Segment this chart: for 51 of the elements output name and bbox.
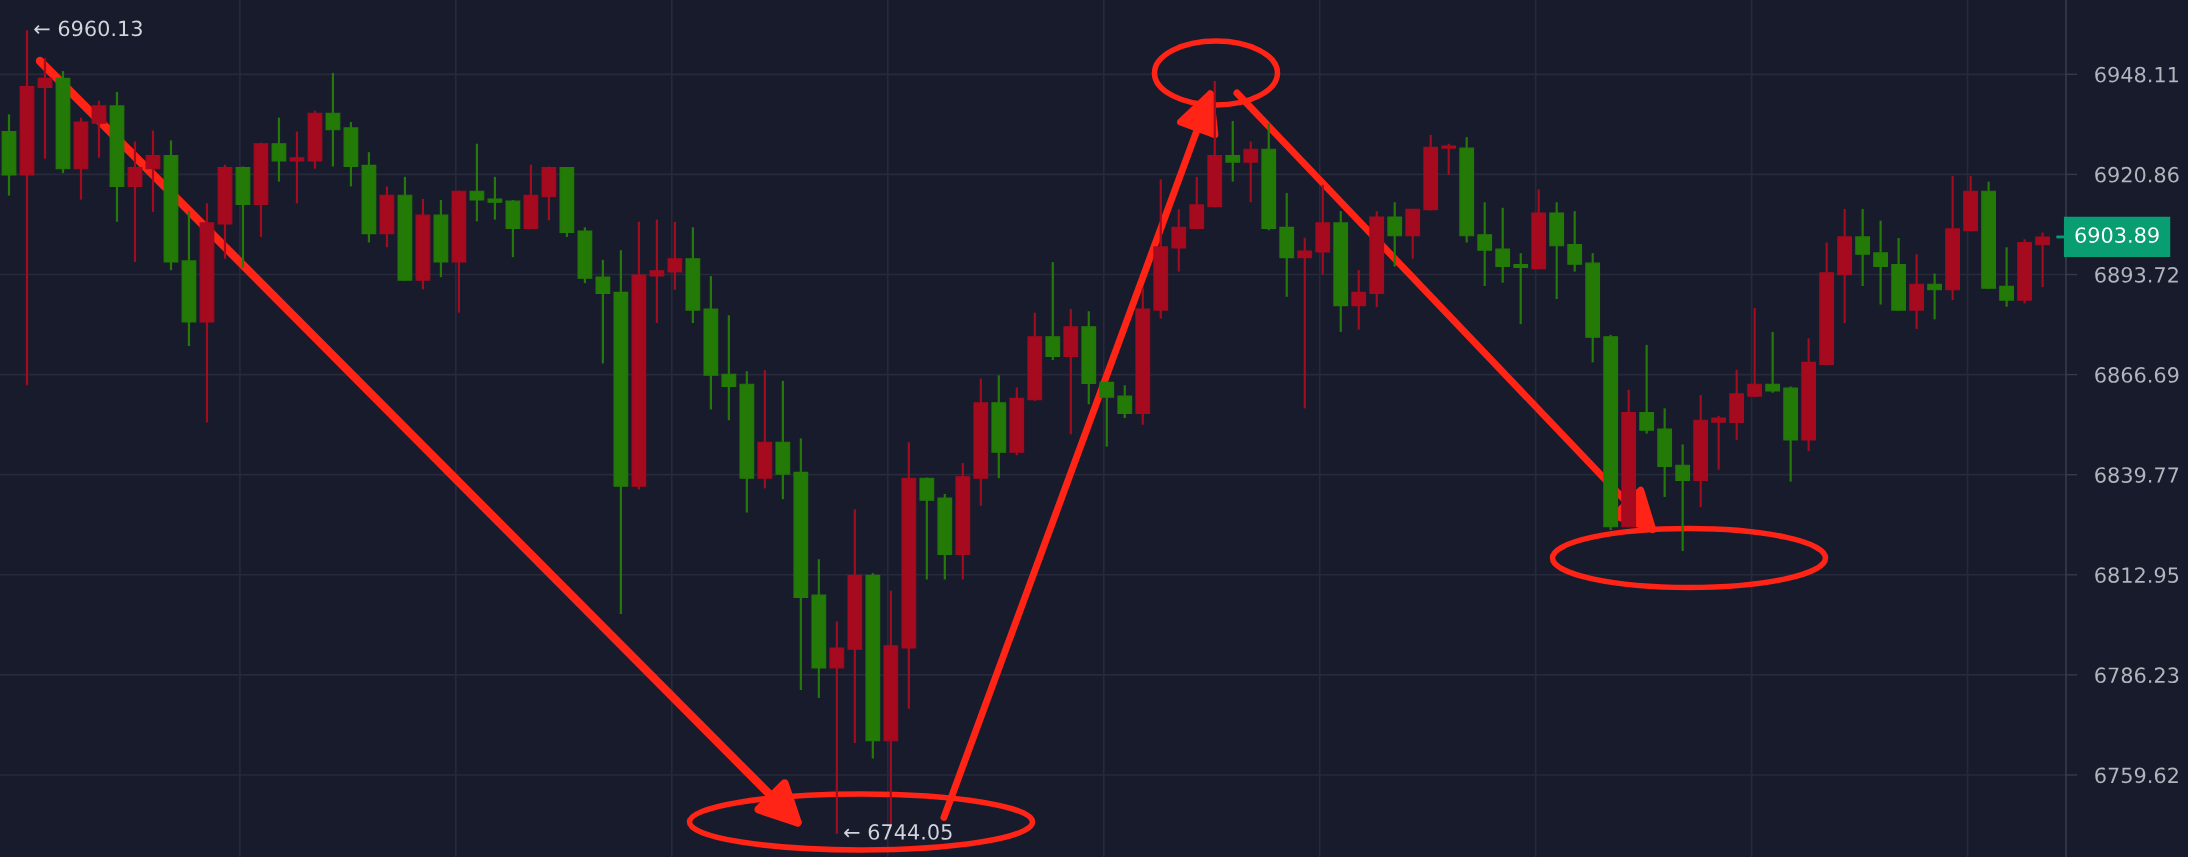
y-tick-label: 6786.23 xyxy=(2095,667,2179,684)
candlestick xyxy=(289,130,305,205)
candlestick xyxy=(595,258,611,365)
candlestick xyxy=(1045,260,1061,362)
candlestick xyxy=(1297,236,1313,410)
candlestick xyxy=(1351,269,1367,331)
candlestick xyxy=(91,99,107,159)
y-tick-label: 6893.72 xyxy=(2095,266,2178,283)
y-tick-label: 6839.77 xyxy=(2095,467,2179,483)
candlestick xyxy=(1873,219,1889,306)
candlestick xyxy=(1513,252,1529,326)
candlestick xyxy=(1927,272,1943,321)
candlestick xyxy=(649,218,665,325)
candlestick xyxy=(1765,330,1781,394)
y-tick-label: 6759.62 xyxy=(2095,767,2178,784)
candlestick xyxy=(1711,414,1727,471)
candlestick xyxy=(1639,343,1655,435)
candlestick xyxy=(1855,207,1871,288)
candlestick xyxy=(919,476,935,581)
y-tick-label: 6866.69 xyxy=(2095,367,2179,383)
candlestick xyxy=(127,140,143,264)
y-tick-label: 6948.11 xyxy=(2095,66,2179,83)
candlestick xyxy=(1387,201,1403,268)
candlestick xyxy=(721,314,737,422)
candlestick xyxy=(667,220,683,291)
candlestick xyxy=(1675,443,1691,553)
candlestick xyxy=(145,129,161,213)
candlestick xyxy=(2035,231,2050,289)
candlestick xyxy=(1099,380,1115,448)
annotation: ← 6744.05 xyxy=(844,824,952,840)
candlestick xyxy=(1441,142,1457,177)
text: 6903.89 xyxy=(2075,227,2159,243)
candlestick xyxy=(1567,209,1583,273)
candlestick xyxy=(1495,206,1511,284)
y-tick-label: 6812.95 xyxy=(2095,567,2179,583)
candlestick xyxy=(1747,306,1763,399)
y-tick-label: 6920.86 xyxy=(2095,166,2179,183)
candlestick xyxy=(1117,384,1133,420)
candlestick xyxy=(325,71,341,168)
candlestick xyxy=(829,620,845,835)
candlestick xyxy=(487,175,503,221)
candlestick xyxy=(37,57,53,160)
candlestick xyxy=(1999,246,2015,308)
candlestick xyxy=(1225,119,1241,183)
candlestick xyxy=(1477,201,1493,288)
candlestick xyxy=(469,142,485,223)
candlestick xyxy=(1243,140,1259,204)
candlestick xyxy=(1171,208,1187,273)
candlestick xyxy=(271,116,287,183)
candlestick xyxy=(1189,175,1205,231)
annotation: ← 6960.13 xyxy=(34,20,142,37)
